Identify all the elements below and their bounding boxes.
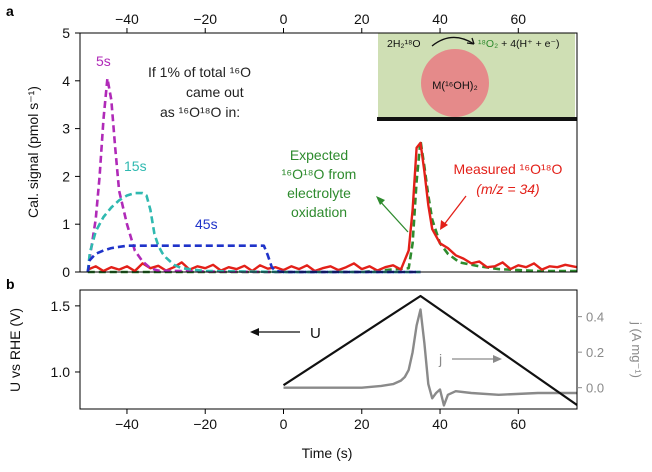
label-U: U	[310, 325, 321, 342]
expected-arrow-head	[376, 196, 385, 205]
x-tick-label: 40	[432, 416, 448, 432]
x-tick-label: 0	[280, 416, 288, 432]
y-tick-label: 1	[62, 216, 70, 232]
series-45s	[86, 244, 421, 274]
label-45s: 45s	[195, 216, 218, 232]
panel-a-series	[86, 77, 578, 274]
measured-arrow-head	[440, 220, 448, 230]
label-15s: 15s	[124, 158, 147, 174]
inset-reaction-left: 2H₂¹⁸O	[387, 38, 421, 50]
inset-reaction-arrowhead	[466, 37, 475, 45]
x-tick-label: 60	[511, 416, 527, 432]
j-arrow-head	[493, 355, 502, 363]
x-tick-label: −40	[115, 416, 139, 432]
inset-particle-label: M(¹⁶OH)₂	[432, 80, 477, 92]
expected-arrow-line	[377, 198, 409, 233]
x-tick-label-top: −20	[193, 11, 217, 27]
series-expected-o-o-from-electrolyte-oxidation	[87, 139, 577, 274]
x-tick-label: −20	[193, 416, 217, 432]
y-tick-label: 3	[62, 121, 70, 137]
panel-b-xlabel: Time (s)	[302, 445, 353, 461]
expected-arrow	[376, 196, 409, 233]
inset-reaction-product: ¹⁸O₂	[478, 38, 498, 50]
series-5s	[86, 77, 421, 274]
x-tick-label-top: 40	[432, 11, 448, 27]
panel-b-y-axis-left: 1.0 1.5	[51, 298, 80, 380]
x-tick-label: 20	[354, 416, 370, 432]
y-tick-label-right: 0.0	[586, 381, 604, 396]
x-tick-label-top: 60	[511, 11, 527, 27]
inset-reaction-arrow	[431, 36, 475, 47]
panel-a: a M(¹⁶OH)₂ 2H₂¹⁸O ¹⁸O₂ + 4(H⁺ + e⁻) −40 −2…	[6, 3, 578, 280]
y-tick-label: 2	[62, 168, 70, 184]
panel-a-ylabel: Cal. signal (pmol s⁻¹)	[25, 86, 41, 218]
panel-b-label: b	[6, 276, 15, 292]
panel-a-frame	[79, 32, 578, 273]
series-measured-o-o-m-z-34	[87, 141, 578, 273]
U-arrow-head	[250, 328, 259, 336]
y-tick-label-right: 0.2	[586, 345, 604, 360]
panel-a-inset: M(¹⁶OH)₂ 2H₂¹⁸O ¹⁸O₂ + 4(H⁺ + e⁻)	[377, 33, 577, 121]
j-arrow	[452, 355, 502, 363]
label-5s: 5s	[96, 53, 111, 69]
panel-b-ylabel-right: j (A mg⁻¹)	[629, 321, 644, 378]
panel-b: b −40 −20 0 20 40 60 1.0 1.5 0.0 0.2 0.4 Time (s…	[6, 276, 644, 461]
measured-arrow-line	[442, 195, 467, 227]
x-tick-label-top: −40	[115, 11, 139, 27]
panel-b-ylabel-left: U vs RHE (V)	[7, 308, 23, 392]
inset-reaction-rest: + 4(H⁺ + e⁻)	[501, 38, 559, 50]
expected-line-1: Expected	[290, 147, 348, 163]
x-tick-label-top: 20	[354, 11, 370, 27]
inset-particle	[421, 49, 489, 117]
y-tick-label-right: 0.4	[586, 310, 604, 325]
panel-a-label: a	[6, 3, 14, 19]
note-line-1: If 1% of total ¹⁶O	[148, 64, 251, 80]
measured-line-1: Measured ¹⁶O¹⁸O	[454, 161, 563, 177]
panel-b-y-axis-right: 0.0 0.2 0.4	[577, 310, 604, 396]
series-15s	[86, 191, 421, 274]
panel-b-series	[282, 294, 578, 407]
measured-line-2: (m/z = 34)	[476, 181, 539, 197]
note-line-3: as ¹⁶O¹⁸O in:	[160, 104, 240, 120]
panel-a-x-axis: −40 −20 0 20 40 60	[115, 11, 526, 33]
expected-line-4: oxidation	[291, 204, 347, 220]
x-tick-label-top: 0	[280, 11, 288, 27]
y-tick-label: 0	[62, 264, 70, 280]
y-tick-label-left: 1.5	[51, 298, 71, 314]
series-j	[283, 308, 577, 407]
panel-b-frame	[79, 289, 578, 410]
y-tick-label-left: 1.0	[51, 364, 71, 380]
panel-b-x-axis: −40 −20 0 20 40 60	[115, 409, 526, 432]
U-arrow	[250, 328, 300, 336]
panel-a-y-axis: 0 1 2 3 4 5	[62, 25, 80, 280]
expected-line-3: electrolyte	[287, 185, 351, 201]
label-j: j	[438, 351, 442, 367]
inset-reaction-right: ¹⁸O₂ + 4(H⁺ + e⁻)	[478, 38, 560, 50]
expected-line-2: ¹⁶O¹⁸O from	[282, 166, 357, 182]
series-u	[282, 294, 578, 406]
y-tick-label: 5	[62, 25, 70, 41]
y-tick-label: 4	[62, 73, 70, 89]
note-line-2: came out	[186, 84, 244, 100]
measured-arrow	[440, 195, 467, 230]
